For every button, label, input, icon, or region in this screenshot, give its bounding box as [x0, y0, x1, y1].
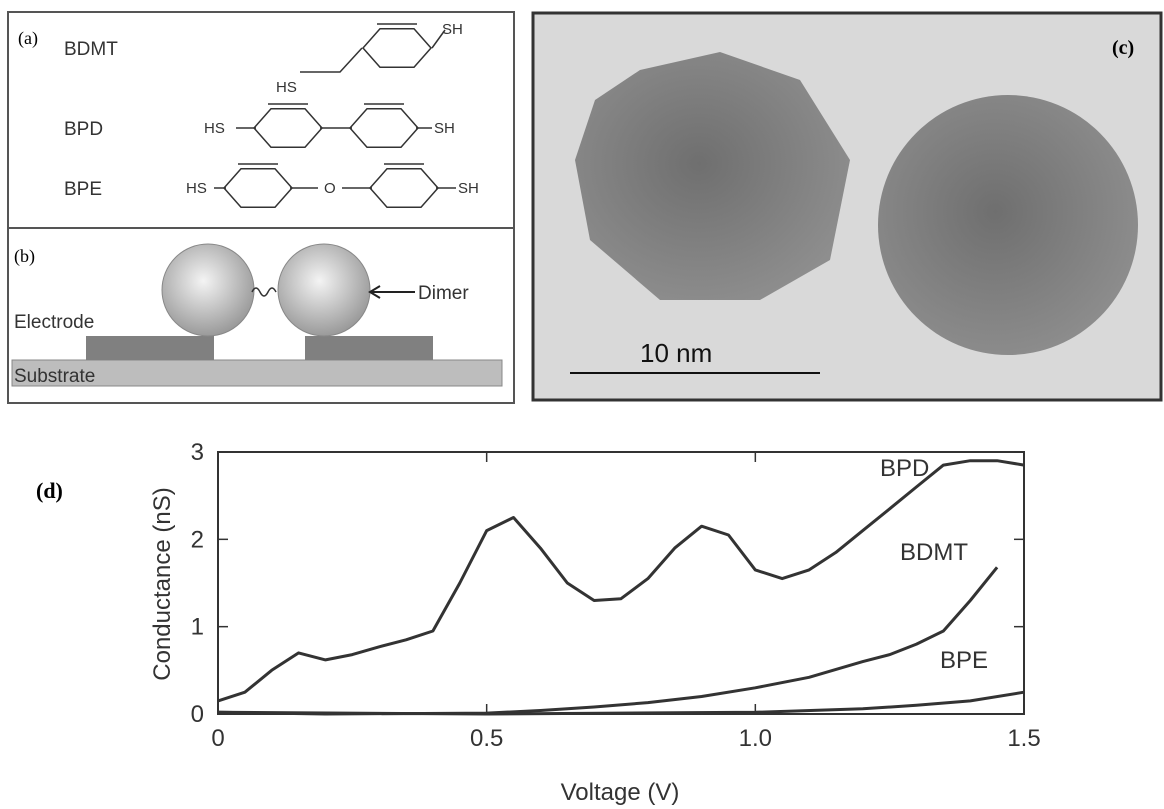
series-line: [217, 690, 1025, 716]
plot-frame: [217, 451, 1025, 715]
group: SH: [458, 180, 479, 197]
series-line: [217, 459, 1025, 703]
x-axis-title: Voltage (V): [561, 779, 680, 806]
electrode: [86, 336, 214, 360]
annotation: Electrode: [14, 312, 94, 333]
ring: [252, 108, 324, 148]
y-tick-label: 2: [191, 526, 204, 553]
panel-b-frame: [7, 227, 515, 404]
annotation: Dimer: [418, 283, 469, 304]
structures: [214, 23, 456, 208]
panel-label: (b): [14, 246, 35, 267]
x-tick-label: 1.5: [1007, 725, 1040, 752]
panel-label: (a): [18, 28, 38, 49]
annotation: Substrate: [14, 366, 95, 387]
ring: [368, 168, 440, 208]
group: HS: [204, 120, 225, 137]
bond: [300, 29, 446, 73]
y-axis-title: Conductance (nS): [149, 487, 176, 680]
y-tick-label: 3: [191, 439, 204, 466]
linker: [251, 287, 277, 297]
group: O: [324, 180, 336, 197]
arrow: [368, 285, 415, 299]
ring: [361, 28, 433, 68]
nanoparticle: [878, 95, 1138, 355]
series-line: [217, 566, 999, 716]
scale-label: 10 nm: [640, 338, 712, 368]
substrate: [11, 359, 503, 387]
x-tick-label: 1.0: [739, 725, 772, 752]
electrode: [305, 336, 433, 360]
y-tick-label: 0: [191, 701, 204, 728]
x-tick-label: 0.5: [470, 725, 503, 752]
group: HS: [186, 180, 207, 197]
series-label: BPD: [880, 455, 929, 482]
particle: [277, 243, 371, 337]
ring: [348, 108, 420, 148]
series-label: BDMT: [900, 539, 968, 566]
group: SH: [434, 120, 455, 137]
panel-label: (c): [1112, 37, 1134, 59]
group: SH: [442, 21, 463, 38]
molecule-name: BPE: [64, 179, 102, 200]
molecule-name: BPD: [64, 119, 103, 140]
particle: [161, 243, 255, 337]
x-tick-label: 0: [211, 725, 224, 752]
panel-label: (d): [36, 478, 63, 503]
molecule-name: BDMT: [64, 39, 118, 60]
series-label: BPE: [940, 647, 988, 674]
y-tick-label: 1: [191, 614, 204, 641]
ring: [222, 168, 294, 208]
group: HS: [276, 79, 297, 96]
nanoparticle: [575, 52, 850, 300]
